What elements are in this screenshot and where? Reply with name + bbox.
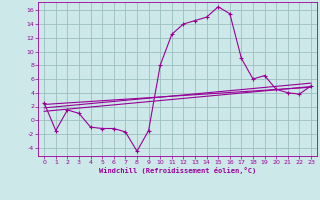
X-axis label: Windchill (Refroidissement éolien,°C): Windchill (Refroidissement éolien,°C) (99, 167, 256, 174)
